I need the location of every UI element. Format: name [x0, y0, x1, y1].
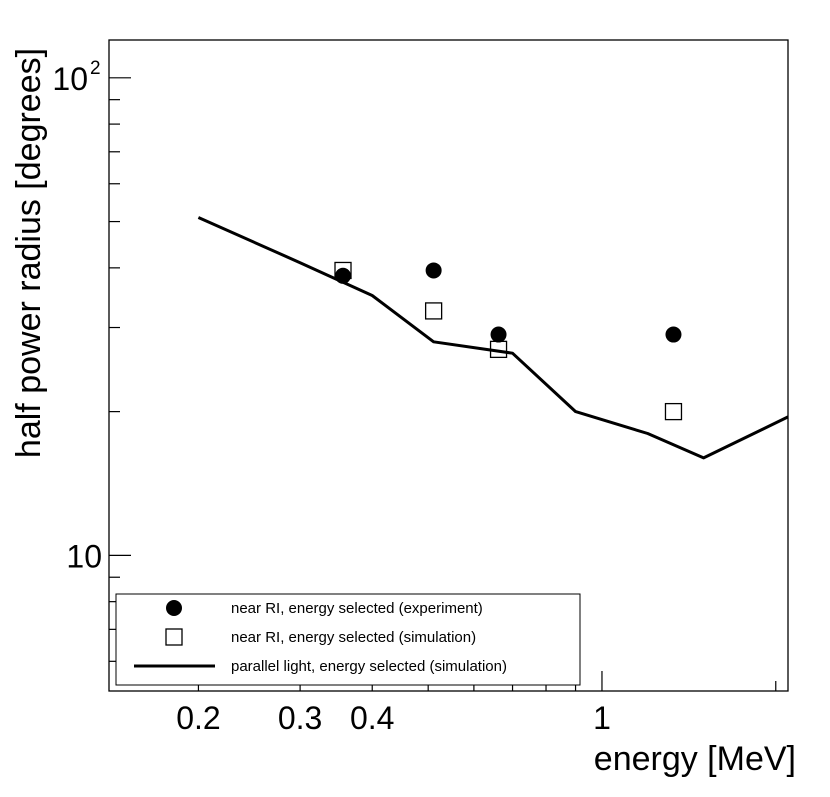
data-point: [334, 261, 352, 280]
legend-marker-simulation: [165, 628, 183, 646]
x-axis-label: energy [MeV]: [594, 740, 796, 778]
data-point: [664, 402, 683, 421]
y-axis-label: half power radius [degrees]: [10, 48, 48, 458]
data-point: [424, 302, 443, 320]
legend: near RI, energy selected (experiment) ne…: [115, 593, 581, 686]
x-tick-label: 0.2: [176, 700, 220, 736]
series-1: [334, 261, 683, 421]
legend-label-experiment: near RI, energy selected (experiment): [231, 600, 483, 617]
x-axis-tick-labels: 0.2 0.3 0.4 1: [176, 700, 611, 736]
data-point: [665, 326, 682, 343]
series-0: [335, 262, 682, 343]
y-tick-label: 10: [52, 61, 88, 97]
x-tick-label: 0.3: [278, 700, 322, 736]
x-tick-label: 0.4: [350, 700, 394, 736]
legend-box: [115, 593, 581, 686]
data-point: [425, 262, 442, 279]
series-line: [197, 216, 789, 460]
legend-label-parallel-light: parallel light, energy selected (simulat…: [231, 658, 507, 675]
y-tick-label: 10: [66, 538, 102, 574]
y-axis-ticks: [109, 77, 131, 662]
data-point: [490, 326, 507, 343]
legend-label-simulation: near RI, energy selected (simulation): [231, 629, 476, 646]
x-tick-label: 1: [593, 700, 611, 736]
y-tick-label-exponent: 2: [90, 58, 101, 79]
legend-marker-experiment: [166, 600, 182, 616]
series-2: [197, 216, 789, 460]
plot-frame: [108, 39, 789, 692]
series-layer: [197, 216, 789, 460]
